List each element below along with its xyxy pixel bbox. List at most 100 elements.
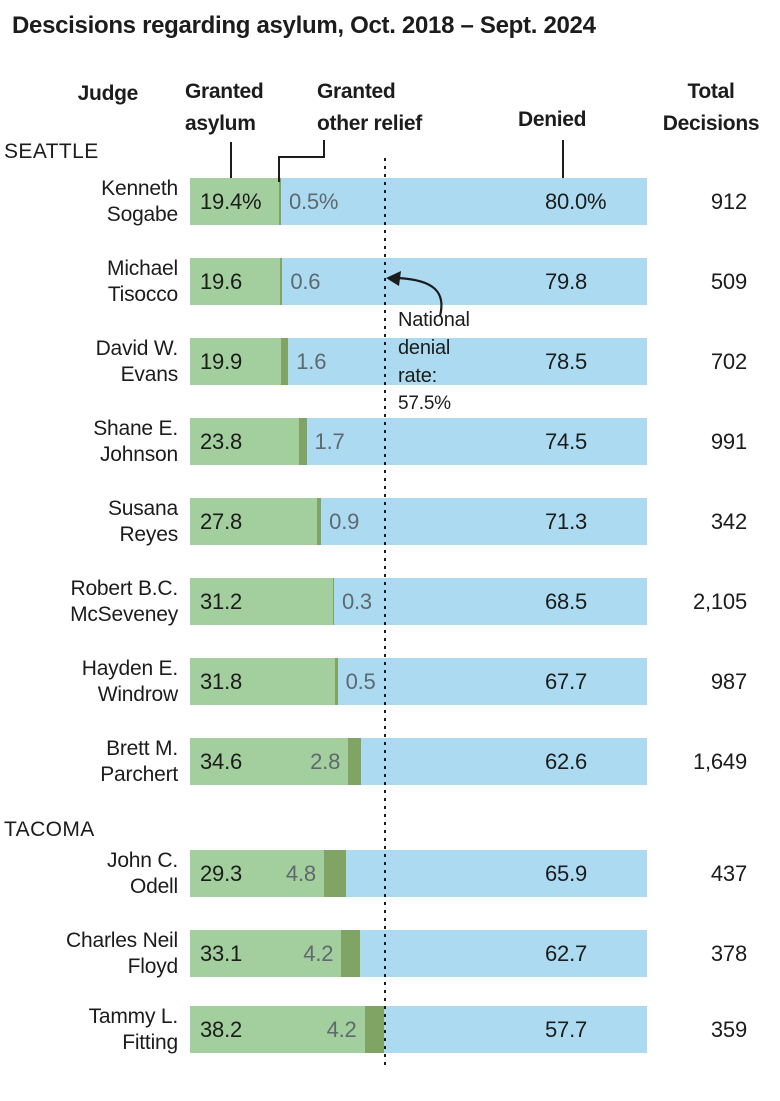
denied-label: 62.6 [545,748,588,774]
leader-line-granted-other-vertical-left [278,156,280,182]
denied-label: 74.5 [545,428,588,454]
granted-other-relief-label: 4.2 [326,1016,357,1042]
granted-asylum-label: 19.9 [200,348,243,374]
denied-label: 62.7 [545,940,588,966]
judge-name-text: David W. Evans [95,336,179,386]
segment-granted-other-relief [280,338,289,385]
decision-bar: 31.8 0.5 67.7 [190,658,647,705]
column-header-judge: Judge [77,82,139,105]
leader-line-granted-other-vertical-right [323,140,325,158]
segment-granted-other-relief [279,258,283,305]
granted-other-relief-label: 0.5 [345,668,376,694]
judge-name: John C. Odell [0,849,178,898]
segment-granted-asylum [190,738,349,785]
total-decisions: 2,105 [692,588,747,614]
granted-asylum-label: 19.6 [200,268,243,294]
decision-bar: 38.2 4.2 57.7 [190,1006,647,1053]
denied-label: 57.7 [545,1016,588,1042]
granted-asylum-label: 27.8 [200,508,243,534]
segment-granted-other-relief [278,178,281,225]
segment-granted-asylum [190,338,281,385]
granted-other-relief-label: 0.6 [290,268,321,294]
granted-other-relief-label: 2.8 [310,748,341,774]
denied-label: 78.5 [545,348,588,374]
granted-asylum-label: 19.4% [200,188,262,214]
segment-granted-asylum [190,178,279,225]
segment-granted-asylum [190,850,324,897]
national-denial-rate-annotation: National denial rate: [398,309,470,387]
column-header-granted-other-relief: Granted other relief [317,80,422,135]
segment-granted-other-relief [317,498,322,545]
segment-granted-asylum [190,578,333,625]
segment-granted-other-relief [341,930,361,977]
national-denial-rate-line [384,158,387,1070]
annotation-arrow-icon [386,271,443,317]
granted-asylum-label: 34.6 [200,748,243,774]
decision-bar: 29.3 4.8 65.9 [190,850,647,897]
section-header-seattle: SEATTLE [4,140,99,163]
total-decisions: 342 [710,508,747,534]
judge-name: Tammy L. Fitting [0,1004,179,1054]
total-decisions: 991 [710,428,747,454]
judge-name-text: Tammy L. Fitting [88,1004,179,1054]
segment-granted-other-relief [335,658,338,705]
judge-name-text: Robert B.C. McSeveney [70,576,178,626]
denied-label: 65.9 [545,860,588,886]
total-decisions: 378 [710,940,747,966]
granted-asylum-label: 33.1 [200,940,243,966]
segment-granted-other-relief [332,578,334,625]
granted-asylum-label: 31.2 [200,588,243,614]
judge-name-text: Michael Tisocco [107,256,178,306]
judge-name: Shane E. Johnson [0,416,178,466]
granted-asylum-label: 29.3 [200,860,243,886]
granted-other-relief-label: 1.7 [314,428,345,454]
decision-bar: 27.8 0.9 71.3 [190,498,647,545]
judge-name-text: Hayden E. Windrow [81,656,178,706]
segment-granted-asylum [190,930,342,977]
denied-label: 68.5 [545,588,588,614]
judge-name-text: Charles Neil Floyd [66,928,178,978]
segment-granted-other-relief [298,418,307,465]
granted-other-relief-label: 0.5% [288,188,339,214]
granted-other-relief-label: 4.2 [303,940,334,966]
judge-name: Brett M. Parchert [0,737,178,786]
decision-bar: 34.6 2.8 62.6 [190,738,647,785]
segment-granted-other-relief [364,1006,384,1053]
segment-granted-asylum [190,658,336,705]
judge-name: Hayden E. Windrow [0,656,178,706]
total-decisions: 359 [710,1016,747,1042]
denied-label: 79.8 [545,268,588,294]
granted-asylum-label: 23.8 [200,428,243,454]
total-decisions: 987 [710,668,747,694]
granted-other-relief-label: 0.3 [341,588,372,614]
judge-name: Robert B.C. McSeveney [0,576,178,626]
section-header-tacoma: TACOMA [4,818,95,841]
national-denial-rate-value: 57.5% [398,393,451,414]
denied-label: 71.3 [545,508,588,534]
decision-bar: 31.2 0.3 68.5 [190,578,647,625]
judge-name: David W. Evans [0,336,179,386]
judge-name-text: Susana Reyes [107,496,178,546]
judge-name-text: Shane E. Johnson [93,416,178,466]
granted-other-relief-label: 4.8 [285,860,316,886]
denied-label: 67.7 [545,668,588,694]
segment-granted-asylum [190,1006,365,1053]
segment-granted-other-relief [323,850,346,897]
segment-granted-other-relief [348,738,361,785]
judge-name-text: Kenneth Sogabe [101,176,178,226]
column-header-denied: Denied [518,108,587,131]
granted-asylum-label: 31.8 [200,668,243,694]
leader-line-denied [562,140,564,178]
judge-name: Kenneth Sogabe [0,176,178,226]
total-decisions: 702 [710,348,747,374]
segment-granted-asylum [190,498,318,545]
decision-bar: 19.9 1.6 78.5 [190,338,647,385]
segment-granted-asylum [190,418,299,465]
leader-line-granted-other-horizontal [278,156,325,158]
decision-bar: 23.8 1.7 74.5 [190,418,647,465]
column-header-granted-asylum: Granted asylum [185,80,264,135]
granted-other-relief-label: 0.9 [329,508,360,534]
total-decisions: 1,649 [692,748,747,774]
denied-label: 80.0% [545,188,607,214]
